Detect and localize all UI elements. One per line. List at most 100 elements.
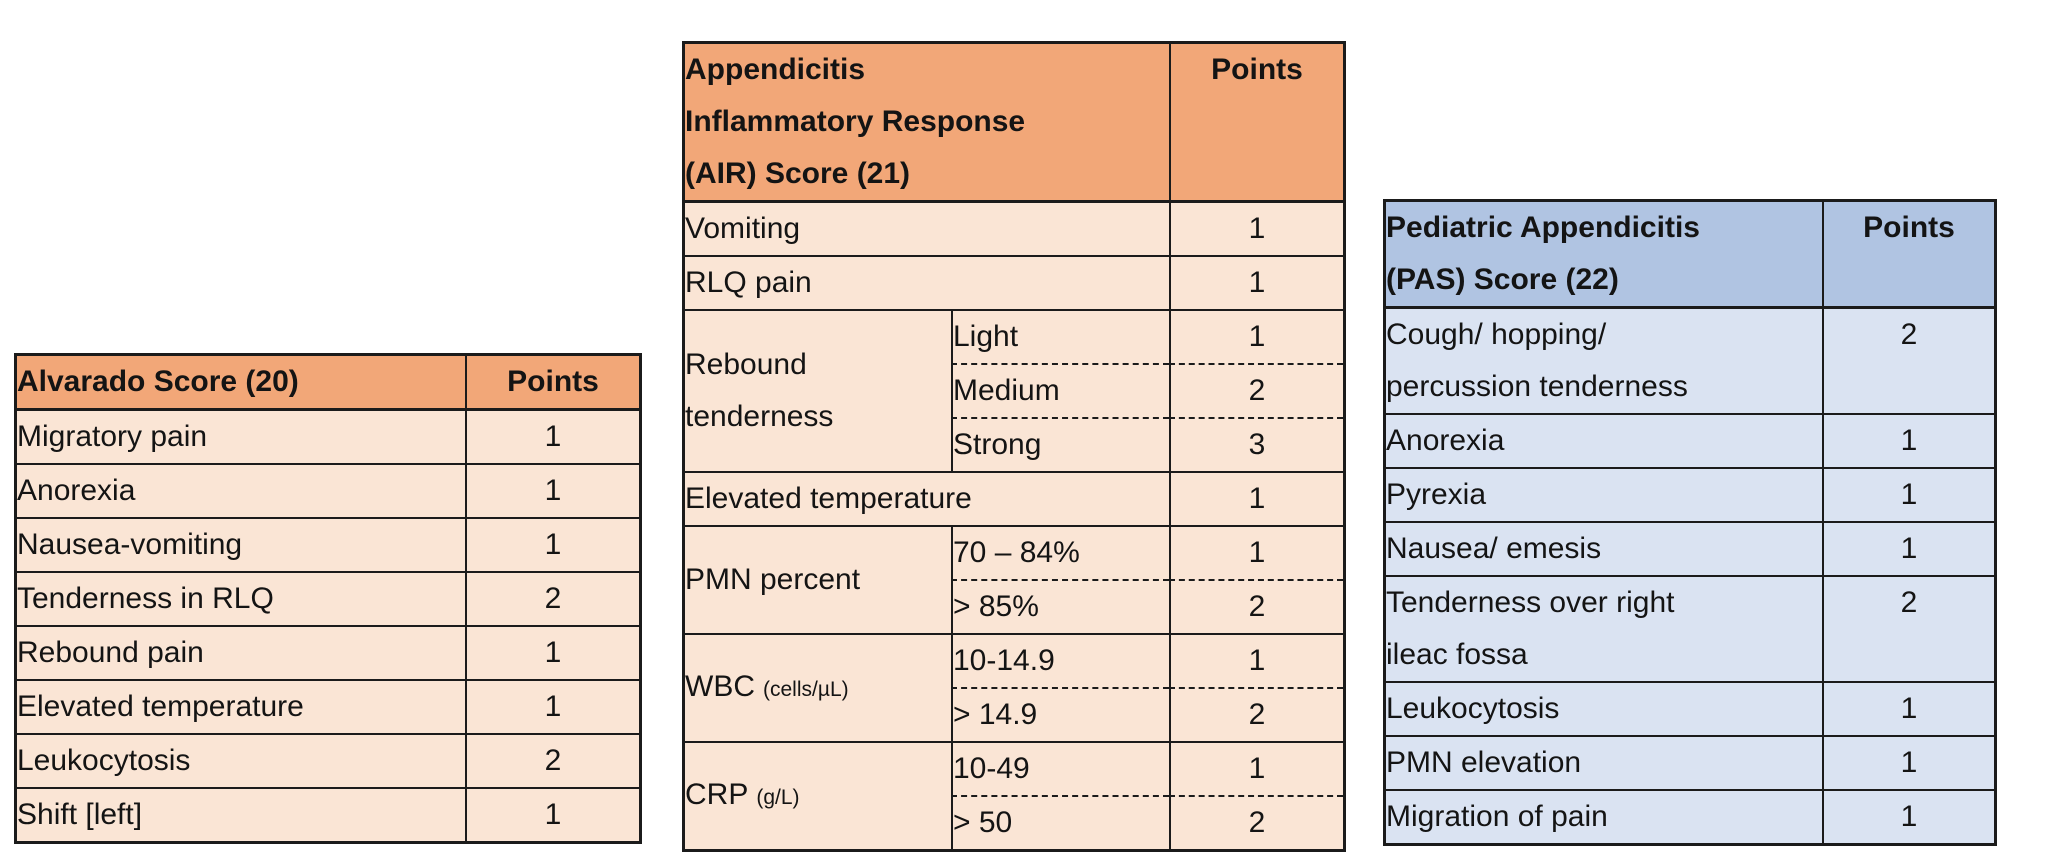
table-row: > 50 2 — [685, 795, 1343, 849]
alvarado-points-header: Points — [465, 356, 639, 408]
alvarado-score-table: Alvarado Score (20) Points Migratory pai… — [14, 353, 642, 844]
subrow-points: 1 — [1169, 633, 1343, 687]
pas-score-table: Pediatric Appendicitis (PAS) Score (22) … — [1383, 199, 1997, 846]
group-label-text: WBC — [685, 669, 755, 703]
table-row: Rebound tenderness Light 1 — [685, 309, 1343, 471]
header-row: Alvarado Score (20) Points — [17, 356, 639, 408]
air-table-body: Vomiting 1 RLQ pain 1 Rebound tenderness… — [685, 200, 1343, 849]
row-points: 1 — [1822, 521, 1994, 575]
row-points: 1 — [1822, 789, 1994, 843]
table-row: Tenderness in RLQ 2 — [17, 571, 639, 625]
table-row: > 14.9 2 — [685, 687, 1343, 741]
table-row: Elevated temperature 1 — [17, 679, 639, 733]
subrow-points: 2 — [1169, 795, 1343, 849]
subrow-points: 3 — [1169, 417, 1343, 471]
table-row: Elevated temperature 1 — [685, 471, 1343, 525]
subrow-value: > 50 — [951, 795, 1169, 849]
subrow-value: 10-49 — [951, 741, 1169, 795]
table-row: Pyrexia 1 — [1386, 467, 1994, 521]
table-row: Migratory pain 1 — [17, 408, 639, 463]
table-row: > 85% 2 — [685, 579, 1343, 633]
table-row: Anorexia 1 — [17, 463, 639, 517]
row-label: Vomiting — [685, 200, 1169, 255]
row-label: RLQ pain — [685, 255, 1169, 309]
subrow-points: 2 — [1169, 363, 1343, 417]
row-points: 1 — [465, 625, 639, 679]
subrow-value: 70 – 84% — [951, 525, 1169, 579]
row-label: Cough/ hopping/ percussion tenderness — [1386, 306, 1822, 413]
subrow-value: > 85% — [951, 579, 1169, 633]
row-label: Anorexia — [1386, 413, 1822, 467]
subrow-points: 1 — [1169, 741, 1343, 795]
row-label: Elevated temperature — [17, 679, 465, 733]
subrow-value: Strong — [951, 417, 1169, 471]
pas-points-header: Points — [1822, 202, 1994, 306]
table-row: Migration of pain 1 — [1386, 789, 1994, 843]
table-row: CRP (g/L) 10-49 1 — [685, 741, 1343, 849]
subrow-points: 1 — [1169, 309, 1343, 363]
group-label-text: CRP — [685, 777, 749, 811]
alvarado-table-title: Alvarado Score (20) — [17, 356, 465, 408]
header-row: Appendicitis Inflammatory Response (AIR)… — [685, 44, 1343, 200]
subrow-value: 10-14.9 — [951, 633, 1169, 687]
row-label: Shift [left] — [17, 787, 465, 841]
group-label: Rebound tenderness — [685, 309, 951, 471]
subrow-points: 2 — [1169, 579, 1343, 633]
air-points-header: Points — [1169, 44, 1343, 200]
row-points: 2 — [1822, 575, 1994, 681]
table-row: Leukocytosis 2 — [17, 733, 639, 787]
table-row: Nausea/ emesis 1 — [1386, 521, 1994, 575]
subrow-value: Light — [951, 309, 1169, 363]
row-label: Migratory pain — [17, 408, 465, 463]
subrow-points: 1 — [1169, 525, 1343, 579]
subrow-value: > 14.9 — [951, 687, 1169, 741]
row-points: 2 — [1822, 306, 1994, 413]
subrow-value: Medium — [951, 363, 1169, 417]
row-points: 1 — [1822, 681, 1994, 735]
table-row: Leukocytosis 1 — [1386, 681, 1994, 735]
row-label: PMN elevation — [1386, 735, 1822, 789]
table-row: Shift [left] 1 — [17, 787, 639, 841]
alvarado-table-body: Migratory pain 1 Anorexia 1 Nausea-vomit… — [17, 408, 639, 841]
row-points: 1 — [465, 408, 639, 463]
group-label: WBC (cells/µL) — [685, 633, 951, 741]
row-points: 1 — [1822, 413, 1994, 467]
table-row: PMN percent 70 – 84% 1 — [685, 525, 1343, 633]
table-row: Medium 2 — [685, 363, 1343, 417]
table-row: PMN elevation 1 — [1386, 735, 1994, 789]
air-table-title: Appendicitis Inflammatory Response (AIR)… — [685, 44, 1169, 200]
row-points: 1 — [465, 463, 639, 517]
table-row: Anorexia 1 — [1386, 413, 1994, 467]
table-row: Strong 3 — [685, 417, 1343, 471]
table-row: Vomiting 1 — [685, 200, 1343, 255]
row-label: Pyrexia — [1386, 467, 1822, 521]
pas-table-title: Pediatric Appendicitis (PAS) Score (22) — [1386, 202, 1822, 306]
table-row: Rebound pain 1 — [17, 625, 639, 679]
row-points: 1 — [465, 679, 639, 733]
table-row: Tenderness over right ileac fossa 2 — [1386, 575, 1994, 681]
row-points: 2 — [465, 571, 639, 625]
row-label: Leukocytosis — [17, 733, 465, 787]
row-points: 1 — [465, 517, 639, 571]
header-row: Pediatric Appendicitis (PAS) Score (22) … — [1386, 202, 1994, 306]
row-label: Nausea/ emesis — [1386, 521, 1822, 575]
table-row: RLQ pain 1 — [685, 255, 1343, 309]
pas-table-body: Cough/ hopping/ percussion tenderness 2 … — [1386, 306, 1994, 843]
row-points: 1 — [1169, 471, 1343, 525]
row-label: Anorexia — [17, 463, 465, 517]
row-label: Nausea-vomiting — [17, 517, 465, 571]
row-label: Tenderness in RLQ — [17, 571, 465, 625]
row-points: 1 — [1822, 467, 1994, 521]
group-label: CRP (g/L) — [685, 741, 951, 849]
row-label: Elevated temperature — [685, 471, 1169, 525]
table-row: Nausea-vomiting 1 — [17, 517, 639, 571]
group-label: PMN percent — [685, 525, 951, 633]
group-label-unit: (g/L) — [756, 785, 800, 809]
row-points: 1 — [1169, 200, 1343, 255]
table-row: Cough/ hopping/ percussion tenderness 2 — [1386, 306, 1994, 413]
subrow-points: 2 — [1169, 687, 1343, 741]
row-label: Leukocytosis — [1386, 681, 1822, 735]
row-label: Rebound pain — [17, 625, 465, 679]
row-points: 2 — [465, 733, 639, 787]
